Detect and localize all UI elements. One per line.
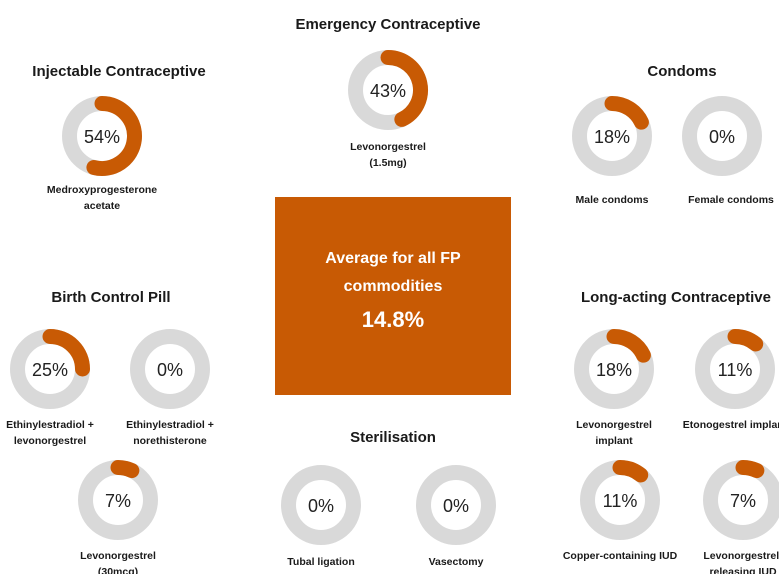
donut-track: [416, 465, 496, 545]
donut-arc: [86, 96, 142, 176]
donut-value-label: 7%: [730, 491, 756, 511]
donut-value-label: 18%: [594, 127, 630, 147]
donut-category-label: Male condoms: [575, 194, 649, 206]
donut-arc: [110, 460, 140, 479]
donut-value-label: 54%: [84, 127, 120, 147]
donut-category-label: Etonogestrel implant: [682, 419, 779, 431]
donut-category-label: Tubal ligation: [287, 556, 355, 568]
donut-value-label: 0%: [709, 127, 735, 147]
group-title: Condoms: [647, 63, 717, 80]
donut-value-label: 0%: [443, 496, 469, 516]
donut-arc: [606, 329, 651, 363]
summary-value: 14.8%: [361, 307, 425, 332]
donut-arc: [612, 460, 649, 483]
donut-category-label: Levonorgestrel implant: [576, 419, 652, 447]
donut-track: [130, 329, 210, 409]
donut-category-label: Female condoms: [688, 194, 774, 206]
group-title: Emergency Contraceptive: [295, 16, 481, 33]
donut-category-label: Ethinylestradiol + norethisterone: [126, 419, 214, 447]
group-title: Birth Control Pill: [51, 289, 171, 306]
donut-category-label: Levonorgestrel-releasing IUD: [703, 550, 779, 574]
group-title: Injectable Contraceptive: [32, 63, 206, 80]
donut-category-label: Levonorgestrel (30mcg): [80, 550, 156, 574]
group-title: Sterilisation: [350, 429, 436, 446]
donut-category-label: Medroxyprogesterone acetate: [46, 184, 158, 212]
donut-value-label: 7%: [105, 491, 131, 511]
donut-category-label: Vasectomy: [428, 556, 484, 568]
donut-arc: [42, 329, 90, 377]
donut-category-label: Ethinylestradiol + levonorgestrel: [6, 419, 94, 447]
donut-value-label: 18%: [596, 360, 632, 380]
summary-label: Average for all FP commodities: [325, 250, 461, 295]
donut-category-label: Levonorgestrel (1.5mg): [350, 141, 426, 169]
donut-category-label: Copper-containing IUD: [562, 550, 678, 562]
donut-value-label: 11%: [718, 360, 753, 380]
donut-arc: [604, 96, 649, 130]
donut-value-label: 11%: [603, 491, 638, 511]
donut-track: [682, 96, 762, 176]
donut-arc: [727, 329, 764, 352]
donut-arc: [735, 460, 765, 479]
summary-box: Average for all FP commodities 14.8%: [275, 197, 511, 395]
donut-value-label: 0%: [157, 360, 183, 380]
donut-value-label: 25%: [32, 360, 68, 380]
donut-arc: [380, 50, 428, 127]
donut-value-label: 43%: [370, 81, 406, 101]
donut-value-label: 0%: [308, 496, 334, 516]
donut-track: [281, 465, 361, 545]
group-title: Long-acting Contraceptive: [580, 289, 771, 306]
